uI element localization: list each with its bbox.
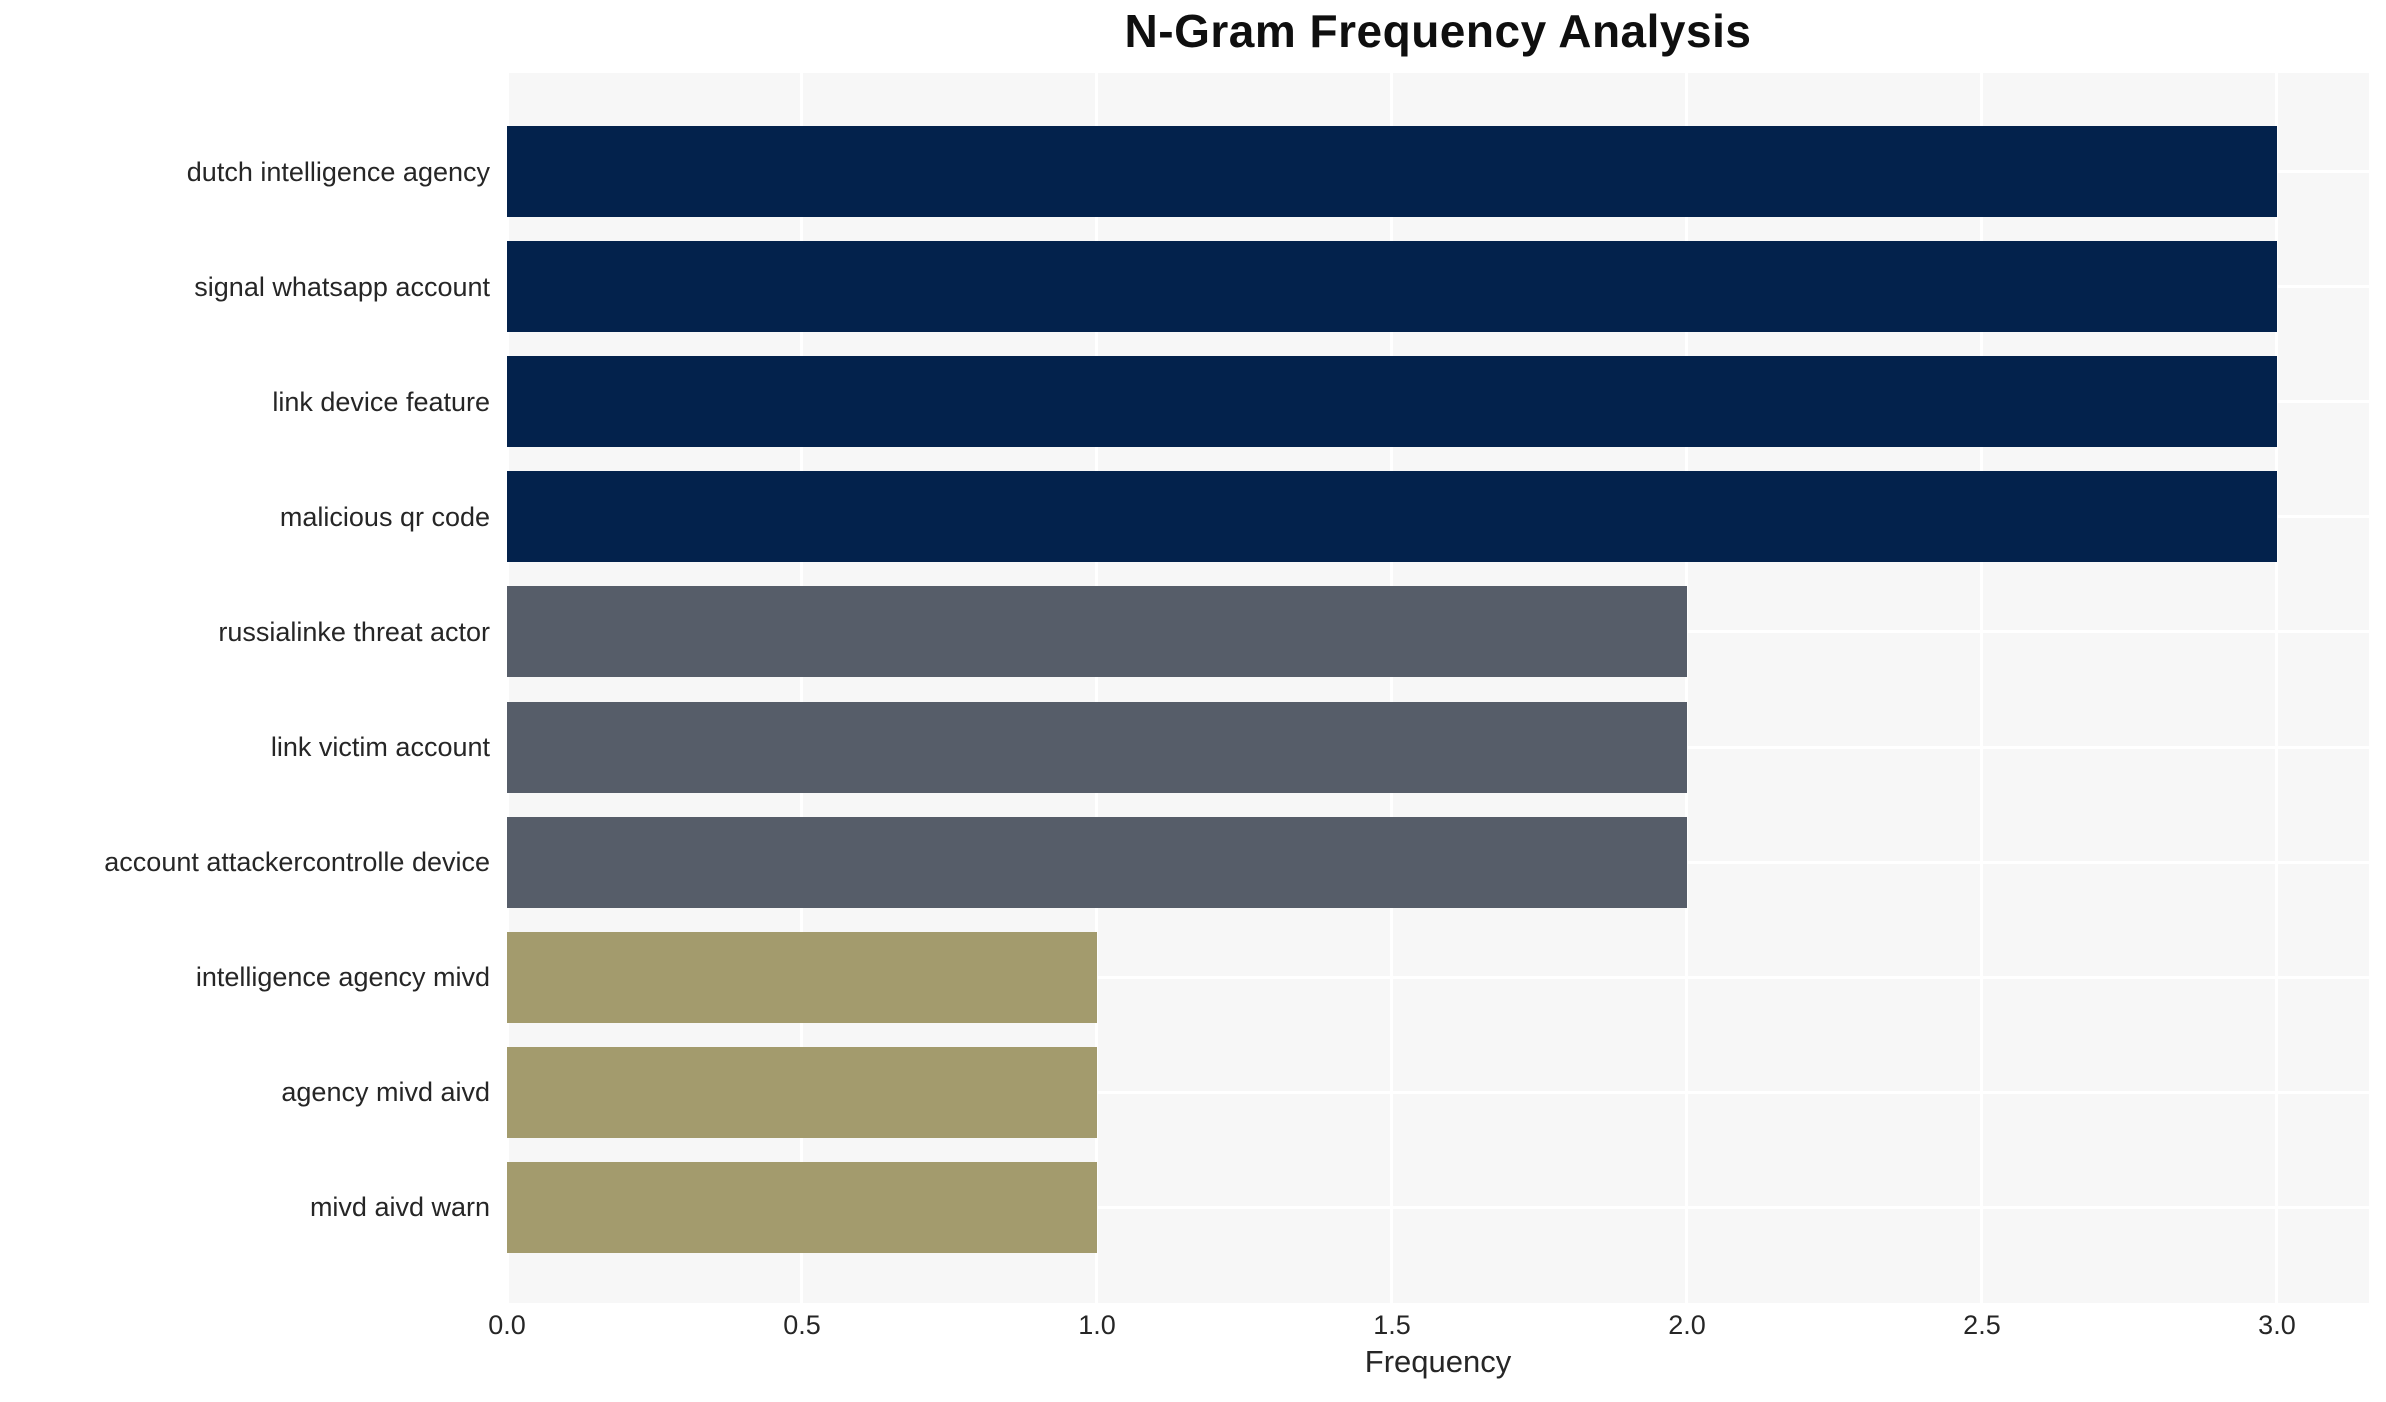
bar: [507, 586, 1687, 678]
bar: [507, 1046, 1097, 1138]
gridline-horizontal: [507, 1205, 2369, 1209]
x-tick-label: 1.0: [1078, 1310, 1116, 1340]
bar: [507, 356, 2277, 448]
x-axis-label: Frequency: [1364, 1344, 1512, 1379]
gridline-vertical: [800, 73, 804, 1303]
y-axis-label: dutch intelligence agency: [186, 156, 490, 187]
bar: [507, 701, 1687, 793]
gridline-vertical: [1980, 73, 1984, 1303]
y-axis-label: intelligence agency mivd: [195, 962, 490, 993]
y-axis-label: agency mivd aivd: [281, 1077, 490, 1108]
gridline-vertical: [2275, 73, 2279, 1303]
x-tick-label: 0.0: [488, 1310, 526, 1340]
bar: [507, 816, 1687, 908]
y-axis-label: russialinke threat actor: [218, 616, 490, 647]
plot-area: [505, 73, 2369, 1303]
x-tick-label: 3.0: [2258, 1310, 2296, 1340]
y-axis-label: malicious qr code: [279, 501, 490, 532]
gridline-vertical: [505, 73, 509, 1303]
gridline-vertical: [1390, 73, 1394, 1303]
gridline-vertical: [1095, 73, 1099, 1303]
bar: [507, 1161, 1097, 1253]
bar: [507, 931, 1097, 1023]
gridline-vertical: [1685, 73, 1689, 1303]
x-tick-label: 2.0: [1668, 1310, 1706, 1340]
chart-title: N-Gram Frequency Analysis: [1124, 5, 1752, 57]
x-tick-label: 0.5: [783, 1310, 821, 1340]
y-axis-label: mivd aivd warn: [309, 1192, 490, 1223]
gridline-horizontal: [507, 1090, 2369, 1094]
x-tick-label: 1.5: [1373, 1310, 1411, 1340]
y-axis-label: signal whatsapp account: [194, 271, 490, 302]
bar: [507, 126, 2277, 217]
x-tick-label: 2.5: [1963, 1310, 2001, 1340]
y-axis-label: link victim account: [270, 732, 490, 762]
gridline-horizontal: [507, 975, 2369, 979]
bar: [507, 241, 2277, 333]
y-axis-label: account attackercontrolle device: [104, 847, 490, 878]
y-axis-label: link device feature: [272, 386, 490, 417]
bar: [507, 471, 2277, 563]
